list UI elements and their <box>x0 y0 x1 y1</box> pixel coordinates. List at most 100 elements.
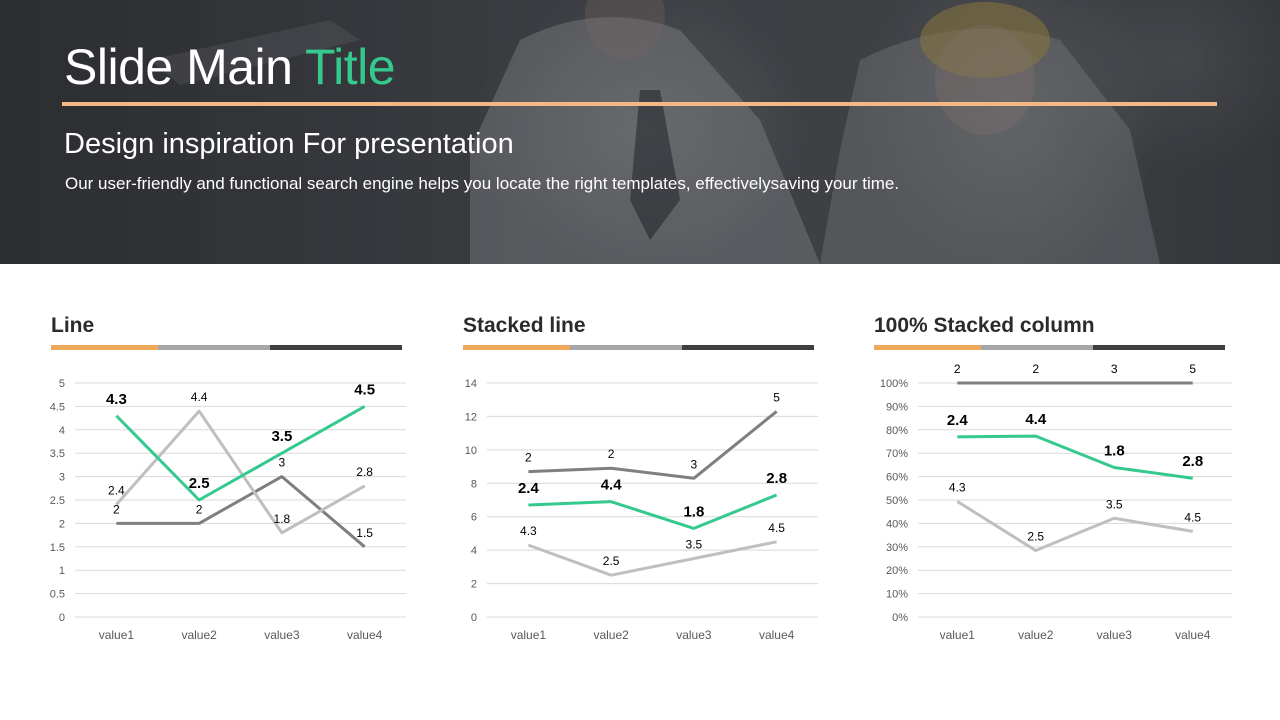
y-tick-label: 0 <box>59 612 65 624</box>
chart-panel-stacked-line: Stacked line 0 2 4 6 8 10 12 14 value1 value2 valu… <box>463 310 823 660</box>
y-tick-label: 2 <box>471 579 477 591</box>
y-tick-label: 70% <box>886 448 908 460</box>
data-label: 1.5 <box>356 526 373 540</box>
chart-title: Line <box>51 314 95 337</box>
underline-dark-segment <box>682 345 814 350</box>
underline-orange-segment <box>463 345 570 350</box>
y-tick-label: 50% <box>886 495 908 507</box>
y-tick-label: 8 <box>471 478 477 490</box>
x-tick-label: value1 <box>511 628 547 642</box>
underline-gray-segment <box>981 345 1093 350</box>
underline-dark-segment <box>1093 345 1225 350</box>
y-tick-label: 100% <box>880 378 908 390</box>
line-chart: 0 0.5 1 1.5 2 2.5 3 3.5 4 4.5 5 value1 value2 value3 v… <box>50 378 406 642</box>
data-label: 4.4 <box>1025 411 1047 428</box>
data-label: 1.8 <box>274 512 291 526</box>
y-tick-label: 2.5 <box>50 495 65 507</box>
data-label: 3.5 <box>686 538 703 552</box>
underline-dark-segment <box>270 345 402 350</box>
title-divider <box>62 102 1217 106</box>
x-tick-label: value2 <box>593 628 629 642</box>
underline-gray-segment <box>570 345 682 350</box>
series-line <box>115 405 366 502</box>
data-label: 2.8 <box>356 465 373 479</box>
data-label: 2 <box>954 362 961 376</box>
series-line <box>527 540 777 577</box>
chart-panel-100-stacked: 100% Stacked column 0% 10% 20% 30% 40% 50% 60%… <box>874 310 1234 660</box>
y-tick-label: 2 <box>59 518 65 530</box>
data-label: 2.5 <box>1027 530 1044 544</box>
x-tick-label: value4 <box>1175 628 1211 642</box>
data-label: 2 <box>113 502 120 516</box>
data-label: 4.5 <box>768 521 785 535</box>
y-tick-label: 80% <box>886 425 908 437</box>
data-label: 3 <box>279 456 286 470</box>
chart-title: Stacked line <box>463 314 586 337</box>
data-label: 5 <box>773 390 780 404</box>
series-line <box>528 493 778 530</box>
y-tick-label: 4 <box>471 545 477 557</box>
hero-banner: Slide Main Title Design inspiration For … <box>0 0 1280 264</box>
y-tick-label: 10% <box>886 589 908 601</box>
y-tick-label: 14 <box>465 378 477 390</box>
underline-gray-segment <box>158 345 270 350</box>
slide-title: Slide Main Title <box>64 38 396 96</box>
y-tick-label: 6 <box>471 512 477 524</box>
x-tick-label: value4 <box>347 628 383 642</box>
y-tick-label: 20% <box>886 565 908 577</box>
x-tick-label: value1 <box>99 628 135 642</box>
y-tick-label: 3.5 <box>50 448 65 460</box>
series-line <box>116 475 366 548</box>
data-label: 2.4 <box>947 412 969 429</box>
percent-stacked-chart: 0% 10% 20% 30% 40% 50% 60% 70% 80% 90% 100% value1 v… <box>880 362 1232 642</box>
hero-overlay <box>0 0 1280 264</box>
series-line <box>957 434 1193 480</box>
y-tick-label: 4 <box>59 425 65 437</box>
underline-orange-segment <box>51 345 158 350</box>
slide-title-main: Slide Main <box>64 39 305 95</box>
data-label: 2 <box>1032 362 1039 376</box>
data-label: 2 <box>525 451 532 465</box>
y-tick-label: 0.5 <box>50 589 65 601</box>
data-label: 2.8 <box>1182 453 1203 470</box>
chart-title-underline <box>51 345 402 350</box>
data-label: 4.3 <box>949 480 966 494</box>
chart-title-underline <box>874 345 1225 350</box>
y-tick-label: 1.5 <box>50 542 65 554</box>
data-label: 4.5 <box>354 381 375 398</box>
data-label: 2.4 <box>108 484 125 498</box>
y-tick-label: 90% <box>886 401 908 413</box>
data-label: 4.5 <box>1184 510 1201 524</box>
data-label: 2.5 <box>189 475 210 492</box>
x-tick-label: value3 <box>264 628 300 642</box>
data-label: 3.5 <box>271 428 292 445</box>
chart-panel-line: Line 0 0.5 1 1.5 2 2.5 3 3.5 4 4.5 5 value1 value2 va… <box>50 310 411 660</box>
y-tick-label: 3 <box>59 472 65 484</box>
x-tick-label: value2 <box>181 628 217 642</box>
slide-title-accent: Title <box>304 39 396 95</box>
data-label: 2 <box>196 502 203 516</box>
data-label: 3 <box>1111 362 1118 376</box>
data-label: 1.8 <box>1104 442 1125 459</box>
data-label: 1.8 <box>683 503 704 520</box>
data-label: 4.3 <box>520 524 537 538</box>
x-tick-label: value3 <box>1097 628 1133 642</box>
y-tick-label: 60% <box>886 472 908 484</box>
data-label: 2.4 <box>518 480 540 497</box>
data-label: 4.4 <box>191 390 208 404</box>
slide-subtitle: Design inspiration For presentation <box>64 128 514 160</box>
y-tick-label: 12 <box>465 411 477 423</box>
x-tick-label: value4 <box>759 628 795 642</box>
data-label: 2 <box>608 447 615 461</box>
stacked-line-chart: 0 2 4 6 8 10 12 14 value1 value2 value3 value4 4.3 2.… <box>465 378 818 642</box>
data-label: 3.5 <box>1106 497 1123 511</box>
y-tick-label: 0% <box>892 612 908 624</box>
slide-description: Our user-friendly and functional search … <box>65 174 900 193</box>
x-tick-label: value1 <box>940 628 976 642</box>
y-tick-label: 30% <box>886 542 908 554</box>
y-tick-label: 1 <box>59 565 65 577</box>
chart-title: 100% Stacked column <box>874 314 1095 337</box>
underline-orange-segment <box>874 345 981 350</box>
y-tick-label: 5 <box>59 378 65 390</box>
data-label: 2.8 <box>766 470 787 487</box>
